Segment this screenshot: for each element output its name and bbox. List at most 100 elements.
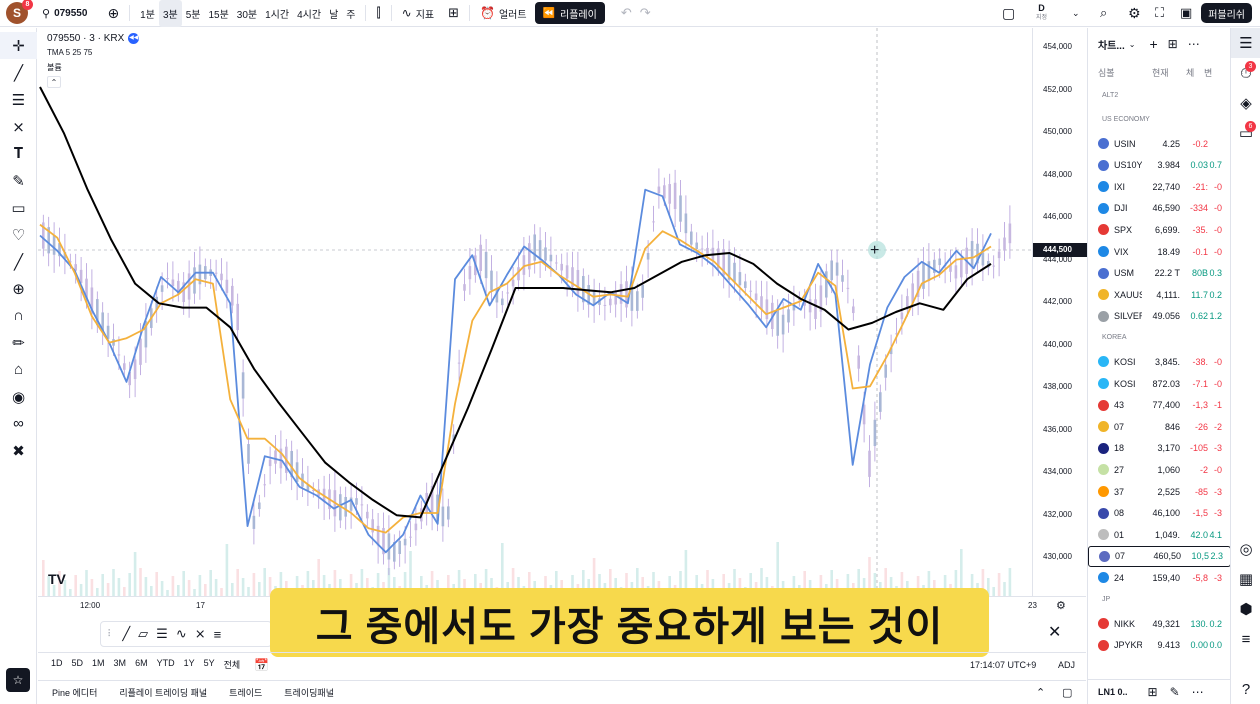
legend-volume[interactable]: 볼륨 bbox=[47, 63, 62, 72]
undo-icon[interactable]: ↶ bbox=[620, 5, 632, 20]
range-option[interactable]: 1M bbox=[92, 658, 105, 668]
eye-icon[interactable]: ◉ bbox=[11, 388, 26, 406]
range-option[interactable]: YTD bbox=[156, 658, 175, 668]
footer-symbol[interactable]: LN1 0.. bbox=[1098, 687, 1128, 697]
text-tool-icon[interactable]: 𝐓 bbox=[13, 145, 24, 162]
watchlist-row[interactable]: USM 22.2 T 80B 0.3 bbox=[1088, 263, 1231, 284]
watchlist-row[interactable]: 27 1,060 -2 -0 bbox=[1088, 459, 1231, 480]
layout-selector[interactable]: D 지정 bbox=[1036, 3, 1047, 23]
timeframe-option[interactable]: 5분 bbox=[185, 9, 201, 21]
favorites-star-icon[interactable]: ☆ bbox=[6, 668, 30, 692]
grid-icon[interactable]: ⊞ bbox=[1147, 685, 1158, 699]
column-header[interactable]: 변 bbox=[1204, 68, 1213, 78]
chat-icon[interactable]: ▭ 6 bbox=[1231, 118, 1260, 148]
publish-button[interactable]: 퍼블리쉬 bbox=[1201, 3, 1252, 23]
watchlist-row[interactable]: USIN 4.25 -0.2 bbox=[1088, 133, 1231, 154]
columns-icon[interactable]: ⊞ bbox=[1167, 37, 1178, 51]
watchlist-icon[interactable]: ☰ bbox=[1231, 28, 1260, 58]
column-header[interactable]: 현재 bbox=[1152, 68, 1169, 78]
chart-pane[interactable]: + TV bbox=[38, 28, 1032, 596]
heart-icon[interactable]: ♡ bbox=[11, 226, 26, 244]
clock-text[interactable]: 17:14:07 UTC+9 bbox=[970, 659, 1037, 670]
add-symbol-icon[interactable]: ⊕ bbox=[107, 4, 120, 21]
fib-icon[interactable]: ☰ bbox=[11, 91, 26, 109]
watchlist-row[interactable]: SPX 6,699. -35. -0 bbox=[1088, 219, 1231, 240]
price-axis[interactable]: 430,000 432,000 434,000 436,000 438,000 440,0… bbox=[1032, 28, 1087, 596]
apps-icon[interactable]: ⬢ bbox=[1239, 601, 1253, 618]
more-icon[interactable]: ⋯ bbox=[1187, 37, 1200, 51]
magnet-icon[interactable]: ∩ bbox=[13, 307, 24, 324]
price-chart[interactable]: + TV bbox=[38, 28, 1032, 596]
chevron-up-icon[interactable]: ⌃ bbox=[1036, 687, 1046, 699]
watchlist-row[interactable]: 24 159,40 -5,8 -3 bbox=[1088, 567, 1231, 588]
watchlist-section-header[interactable]: US ECONOMY bbox=[1102, 115, 1150, 123]
alerts-clock-icon[interactable]: ⏱ 3 bbox=[1231, 58, 1260, 88]
bottom-tab[interactable]: 트레이딩패널 bbox=[284, 688, 334, 698]
timeframe-option[interactable]: 주 bbox=[346, 9, 356, 21]
redo-icon[interactable]: ↷ bbox=[639, 5, 651, 20]
target-icon[interactable]: ◎ bbox=[1239, 541, 1253, 558]
timeframe-option[interactable]: 1시간 bbox=[265, 9, 290, 21]
more-icon[interactable]: ⋯ bbox=[1191, 685, 1204, 699]
chevron-down-icon[interactable]: ⌄ bbox=[1128, 39, 1136, 49]
rewind-icon[interactable]: ◀◀ bbox=[128, 33, 140, 44]
watchlist-row[interactable]: 01 1,049. 42.0 4.1 bbox=[1088, 524, 1231, 545]
adj-toggle[interactable]: ADJ bbox=[1058, 659, 1076, 670]
layout-square-icon[interactable]: ▢ bbox=[1002, 4, 1016, 21]
bottom-tab[interactable]: Pine 에디터 bbox=[52, 688, 98, 698]
range-option[interactable]: 1D bbox=[51, 658, 63, 668]
timeframe-option[interactable]: 30분 bbox=[236, 9, 258, 21]
timeframe-option[interactable]: 날 bbox=[329, 9, 339, 21]
trendline-icon[interactable]: ╱ bbox=[13, 64, 24, 82]
watchlist-row[interactable]: VIX 18.49 -0.1 -0 bbox=[1088, 241, 1231, 262]
range-option[interactable]: 5D bbox=[71, 658, 84, 668]
watchlist-row[interactable]: DJI 46,590 -334 -0 bbox=[1088, 198, 1231, 219]
drag-handle-icon[interactable]: ⠇ bbox=[107, 628, 115, 640]
watchlist-row[interactable]: SILVER 49.056 0.621.2 bbox=[1088, 306, 1231, 327]
watchlist-row[interactable]: JPYKR 9.413 0.00 0.0 bbox=[1088, 635, 1231, 656]
watchlist-title[interactable]: 차트... bbox=[1098, 40, 1125, 52]
watchlist-row[interactable]: US10Y 3.984 0.03 0.7 bbox=[1088, 155, 1231, 176]
column-header[interactable]: 체 bbox=[1186, 68, 1195, 78]
collapse-legend-icon[interactable]: ⌃ bbox=[47, 76, 61, 88]
calendar-icon[interactable]: 📅 bbox=[254, 657, 270, 672]
line-tool-icon[interactable]: ╱ bbox=[122, 626, 131, 641]
broadcast-icon[interactable]: ≡ bbox=[1241, 630, 1251, 648]
indicators-button[interactable]: ∿ 지표 bbox=[401, 6, 435, 21]
range-option[interactable]: 3M bbox=[113, 658, 127, 668]
camera-icon[interactable]: ▣ bbox=[1180, 5, 1193, 20]
add-symbol-icon[interactable]: + bbox=[1149, 36, 1158, 52]
link-icon[interactable]: ∞ bbox=[13, 415, 24, 432]
watchlist-row[interactable]: 18 3,170 -105 -3 bbox=[1088, 438, 1231, 459]
lock-icon[interactable]: ⌂ bbox=[13, 361, 24, 378]
watchlist-row[interactable]: XAUUS 4,111. 11.7 0.2 bbox=[1088, 284, 1231, 305]
fullscreen-icon[interactable]: ⛶ bbox=[1155, 5, 1165, 20]
symbol-search[interactable]: ⚲ 079550 bbox=[42, 7, 88, 20]
column-header[interactable]: 심볼 bbox=[1098, 68, 1115, 78]
wave-tool-icon[interactable]: ∿ bbox=[175, 626, 187, 641]
close-icon[interactable]: ✕ bbox=[1048, 624, 1062, 641]
timeframe-option[interactable]: 1분 bbox=[140, 9, 155, 21]
timeframe-option[interactable]: 4시간 bbox=[297, 9, 322, 21]
pattern-tool-icon[interactable]: ⨯ bbox=[194, 626, 206, 641]
pencil-lock-icon[interactable]: ✏ bbox=[12, 334, 25, 352]
alerts-button[interactable]: ⏰ 얼러트 bbox=[480, 6, 527, 21]
watchlist-row[interactable]: 07 846 -26 -2 bbox=[1088, 416, 1231, 437]
candle-type-icon[interactable]: ⫿ bbox=[376, 5, 381, 20]
ruler-icon[interactable]: ╱ bbox=[13, 253, 24, 271]
fib-tool-icon[interactable]: ☰ bbox=[156, 626, 168, 641]
watchlist-row[interactable]: 07 460,50 10,5 2.3 bbox=[1088, 545, 1231, 567]
timeframe-option[interactable]: 15분 bbox=[208, 9, 229, 21]
legend-indicator[interactable]: TMA 5 25 75 bbox=[47, 48, 93, 57]
watchlist-row[interactable]: 43 77,400 -1,3 -1 bbox=[1088, 395, 1231, 416]
zoom-in-icon[interactable]: ⊕ bbox=[12, 280, 25, 298]
range-option[interactable]: 5Y bbox=[203, 658, 215, 668]
range-option[interactable]: 전체 bbox=[223, 660, 241, 670]
pattern-icon[interactable]: ⨯ bbox=[12, 118, 25, 136]
quick-search-icon[interactable]: ⌕ bbox=[1100, 5, 1108, 20]
channel-tool-icon[interactable]: ≡ bbox=[213, 626, 222, 642]
edit-icon[interactable]: ✎ bbox=[1169, 685, 1180, 699]
replay-button[interactable]: ⏪ 리플레이 bbox=[534, 2, 605, 24]
watchlist-section-header[interactable]: JP bbox=[1102, 595, 1111, 603]
